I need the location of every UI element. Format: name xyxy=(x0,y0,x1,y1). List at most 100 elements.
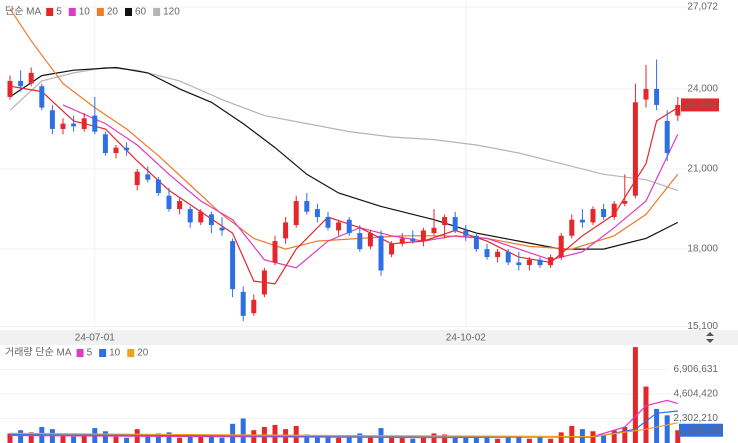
legend-label: 10 xyxy=(79,7,91,18)
volume-bar xyxy=(314,436,320,443)
legend-label: 10 xyxy=(109,348,121,359)
volume-bar xyxy=(81,434,87,443)
volume-bar xyxy=(219,437,225,443)
volume-bar xyxy=(569,425,575,443)
volume-bar xyxy=(336,437,342,443)
candle-body xyxy=(240,291,246,316)
volume-bar xyxy=(505,437,511,443)
volume-bar xyxy=(654,408,660,443)
candle-body xyxy=(484,249,490,258)
volume-bar xyxy=(622,427,628,443)
candle-body xyxy=(505,251,511,263)
volume-bar xyxy=(399,437,405,443)
candle-body xyxy=(590,209,596,223)
candle-body xyxy=(124,147,130,151)
candle-body xyxy=(611,203,617,218)
candle-body xyxy=(569,219,575,236)
candle-body xyxy=(134,171,140,186)
x-tick-label: 24-10-02 xyxy=(446,333,486,344)
volume-bar xyxy=(632,347,638,443)
volume-bar xyxy=(643,386,649,443)
volume-bar xyxy=(495,438,501,443)
volume-bar xyxy=(113,436,119,443)
legend-swatch xyxy=(96,8,104,16)
legend-label: 60 xyxy=(135,7,147,18)
volume-bar xyxy=(484,435,490,443)
y-tick-label: 4,604,420 xyxy=(674,389,719,400)
legend-swatch xyxy=(76,349,84,357)
candle-body xyxy=(389,243,395,255)
candle-body xyxy=(251,299,257,314)
candle-body xyxy=(431,227,437,234)
candle-body xyxy=(28,72,34,84)
candle-body xyxy=(71,123,77,127)
volume-bar xyxy=(558,432,564,443)
candle-body xyxy=(336,222,342,231)
candle-body xyxy=(49,110,55,129)
candle-body xyxy=(60,123,66,129)
ma-line xyxy=(62,104,679,269)
candle-body xyxy=(367,233,373,247)
legend-label: 5 xyxy=(56,7,62,18)
current-volume-box xyxy=(679,423,723,437)
candle-body xyxy=(102,134,108,153)
candle-body xyxy=(410,238,416,242)
volume-bar xyxy=(526,438,532,443)
volume-bar xyxy=(473,436,479,443)
volume-bar xyxy=(7,433,13,443)
candle-body xyxy=(177,201,183,210)
volume-bar xyxy=(187,435,193,443)
current-price-box xyxy=(681,98,719,112)
candle-body xyxy=(39,86,45,108)
legend-label: 5 xyxy=(87,348,93,359)
candle-body xyxy=(230,241,236,290)
candle-body xyxy=(548,257,554,266)
candle-body xyxy=(643,88,649,100)
volume-bar xyxy=(346,436,352,443)
candle-body xyxy=(304,201,310,212)
candle-body xyxy=(208,214,214,226)
resize-handle[interactable] xyxy=(706,332,714,343)
volume-bar xyxy=(293,425,299,443)
candle-body xyxy=(145,174,151,180)
legend-swatch xyxy=(68,8,76,16)
candle-body xyxy=(219,227,225,231)
candle-body xyxy=(579,219,585,223)
volume-bar xyxy=(272,424,278,443)
volume-bar xyxy=(516,436,522,443)
volume-bar xyxy=(537,437,543,443)
volume-bar xyxy=(124,437,130,443)
volume-bar xyxy=(155,433,161,443)
legend-title: 거래량 단순 MA xyxy=(5,347,72,359)
candle-body xyxy=(420,230,426,242)
y-tick-label: 6,906,631 xyxy=(674,364,719,375)
volume-bar xyxy=(463,437,469,443)
volume-bar xyxy=(304,434,310,443)
legend-swatch xyxy=(46,8,54,16)
candle-body xyxy=(442,217,448,226)
y-tick-label: 2,302,210 xyxy=(674,413,719,424)
candle-body xyxy=(537,259,543,266)
legend-swatch xyxy=(127,349,135,357)
ma-line xyxy=(9,8,679,250)
candle-body xyxy=(654,88,660,105)
candle-body xyxy=(463,230,469,236)
volume-bar xyxy=(548,438,554,443)
volume-bar xyxy=(357,433,363,443)
legend-swatch xyxy=(99,349,107,357)
volume-bar xyxy=(389,436,395,443)
volume-bar xyxy=(18,430,24,443)
y-tick-label: 27,072 xyxy=(687,2,718,13)
candle-body xyxy=(632,102,638,196)
volume-bar xyxy=(325,435,331,443)
volume-bar xyxy=(198,436,204,443)
candle-body xyxy=(452,217,458,231)
candle-body xyxy=(526,259,532,266)
candle-body xyxy=(166,195,172,210)
current-volume-label: 1,199,006 xyxy=(679,425,724,436)
volume-bar xyxy=(240,418,246,443)
volume-bar xyxy=(601,434,607,443)
candle-body xyxy=(601,209,607,218)
